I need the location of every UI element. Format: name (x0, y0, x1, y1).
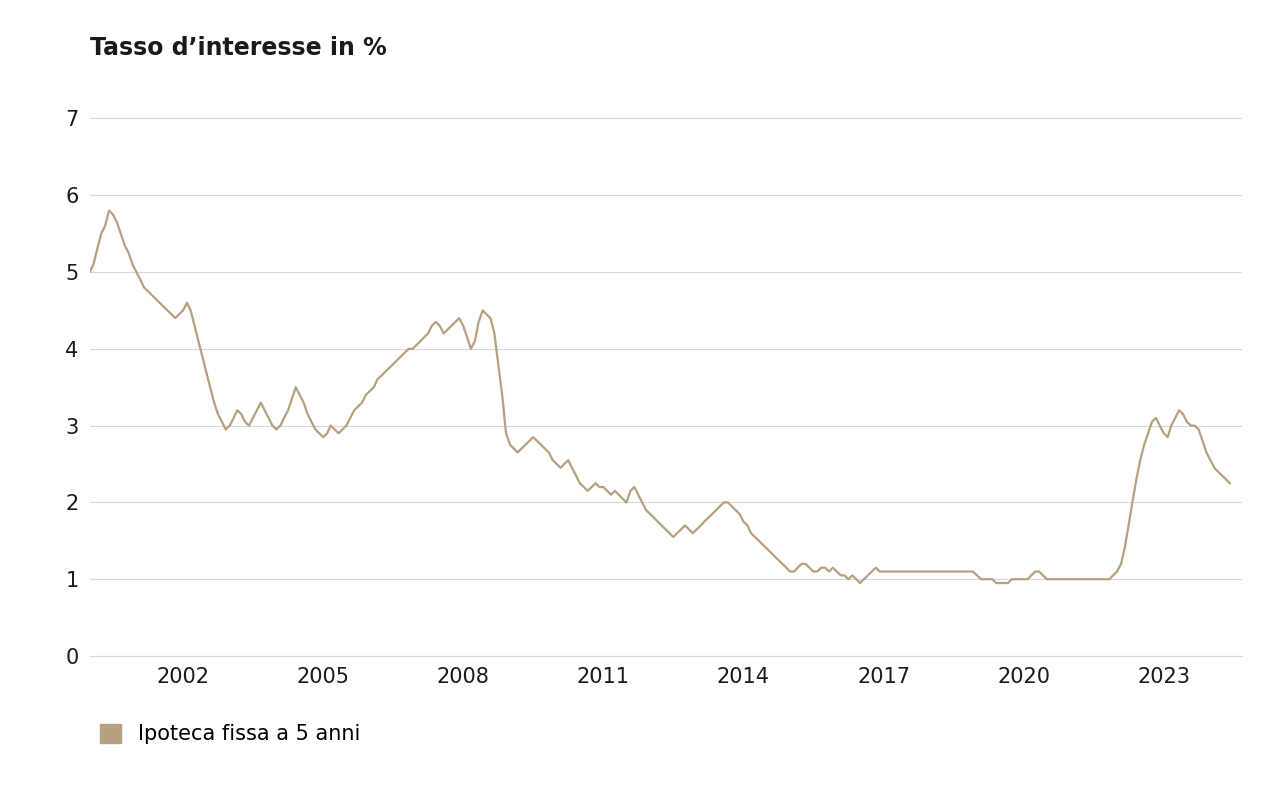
Text: Tasso d’interesse in %: Tasso d’interesse in % (90, 36, 387, 60)
Legend: Ipoteca fissa a 5 anni: Ipoteca fissa a 5 anni (100, 724, 360, 745)
